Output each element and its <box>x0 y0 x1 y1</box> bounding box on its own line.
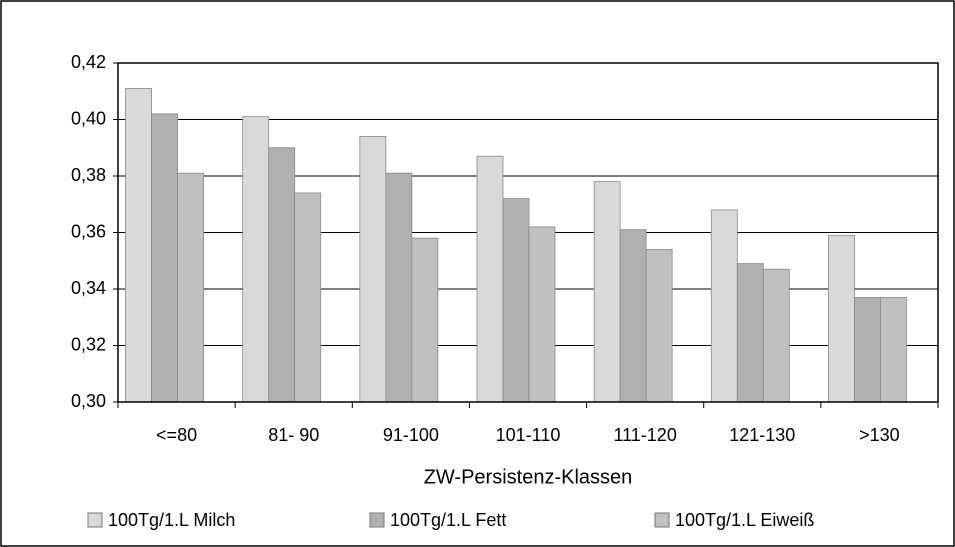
bar <box>528 226 556 403</box>
y-tick-label: 0,36 <box>71 221 106 241</box>
bar <box>593 181 621 403</box>
legend-swatch <box>654 512 670 528</box>
x-tick-label: 121-130 <box>729 425 795 445</box>
plot-frame <box>117 62 939 403</box>
y-tick-label: 0,42 <box>71 52 106 72</box>
bar <box>762 268 790 403</box>
bar <box>411 237 439 403</box>
x-tick-label: <=80 <box>156 425 197 445</box>
bar <box>854 297 881 403</box>
y-tick-label: 0,34 <box>71 278 106 298</box>
bar <box>359 136 387 403</box>
bar <box>268 147 296 403</box>
legend-label: 100Tg/1.L Eiweiß <box>675 510 814 530</box>
bar <box>828 234 855 403</box>
x-tick-label: 111-120 <box>613 425 676 445</box>
legend-swatch <box>87 512 103 528</box>
bar <box>710 209 738 403</box>
bar <box>476 155 504 403</box>
bar <box>125 88 152 403</box>
bar <box>177 172 204 403</box>
y-tick-label: 0,38 <box>71 165 106 185</box>
bar <box>294 192 322 403</box>
legend-swatch <box>369 512 385 528</box>
x-tick-label: 101-110 <box>496 425 561 445</box>
legend-label: 100Tg/1.L Fett <box>390 510 506 530</box>
bar <box>151 113 178 403</box>
bar <box>645 249 673 403</box>
bar <box>242 116 270 403</box>
bar <box>502 198 530 403</box>
y-tick-label: 0,40 <box>71 108 106 128</box>
x-tick-label: 91-100 <box>383 425 439 445</box>
bar <box>880 297 907 403</box>
x-axis-title: ZW-Persistenz-Klassen <box>424 466 633 488</box>
x-tick-label: 81- 90 <box>268 425 319 445</box>
legend-label: 100Tg/1.L Milch <box>108 510 235 530</box>
bar <box>385 172 413 403</box>
bar <box>619 229 647 403</box>
bar <box>736 263 764 403</box>
y-tick-label: 0,32 <box>71 334 106 354</box>
x-tick-label: >130 <box>859 425 900 445</box>
y-tick-label: 0,30 <box>71 391 106 411</box>
